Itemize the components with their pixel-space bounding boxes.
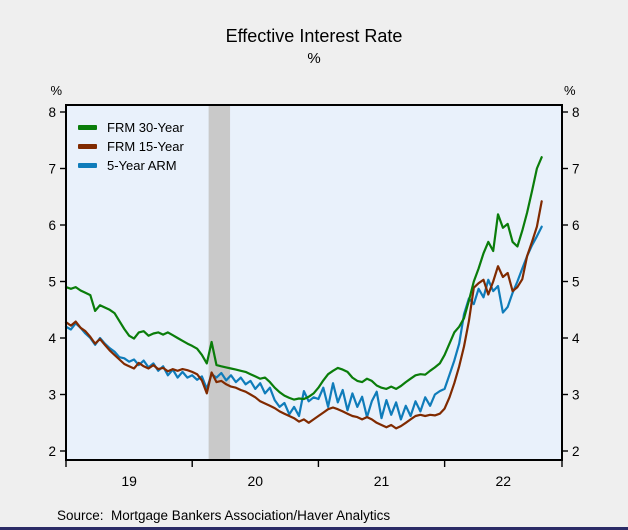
y-tick-label-left: 4: [48, 331, 56, 346]
y-tick-label-right: 6: [572, 218, 580, 233]
plot-frame: [65, 104, 563, 461]
legend-label-5-year-arm: 5-Year ARM: [107, 157, 177, 173]
legend-swatch-frm-15-year: [78, 143, 97, 149]
x-tick-label: 20: [248, 473, 264, 489]
x-tick-label: 19: [121, 473, 137, 489]
y-axis-unit-right: %: [564, 83, 576, 98]
y-tick-label-left: 7: [48, 162, 56, 177]
y-tick-label-left: 8: [48, 105, 56, 120]
legend-item-5-year-arm: 5-Year ARM: [78, 157, 184, 173]
y-tick-label-left: 3: [48, 388, 56, 403]
x-tick-label: 22: [496, 473, 512, 489]
y-tick-label-right: 5: [572, 275, 580, 290]
y-tick-label-right: 7: [572, 162, 580, 177]
legend-item-frm-15-year: FRM 15-Year: [78, 138, 184, 154]
bottom-rule: [0, 527, 628, 530]
y-tick-label-right: 4: [572, 331, 580, 346]
y-tick-label-left: 5: [48, 275, 56, 290]
series-line-frm-30-year: [64, 156, 543, 401]
legend: FRM 30-Year FRM 15-Year 5-Year ARM: [78, 119, 184, 173]
y-tick-label-left: 6: [48, 218, 56, 233]
series-line-frm-15-year: [64, 200, 543, 430]
y-tick-label-right: 3: [572, 388, 580, 403]
series-line-5-year-arm: [64, 225, 543, 421]
source-note: Source: Mortgage Bankers Association/Hav…: [57, 508, 391, 523]
recession-band: [208, 105, 231, 460]
y-tick-label-right: 2: [572, 444, 580, 459]
legend-label-frm-15-year: FRM 15-Year: [107, 138, 184, 154]
chart-title: Effective Interest Rate: [225, 26, 403, 46]
y-tick-label-left: 2: [48, 444, 56, 459]
legend-item-frm-30-year: FRM 30-Year: [78, 119, 184, 135]
legend-swatch-frm-30-year: [78, 124, 97, 130]
chart-subtitle: %: [307, 50, 321, 67]
x-tick-label: 21: [374, 473, 390, 489]
y-tick-label-right: 8: [572, 105, 580, 120]
legend-swatch-5-year-arm: [78, 162, 97, 168]
legend-label-frm-30-year: FRM 30-Year: [107, 119, 184, 135]
y-axis-unit-left: %: [50, 83, 62, 98]
